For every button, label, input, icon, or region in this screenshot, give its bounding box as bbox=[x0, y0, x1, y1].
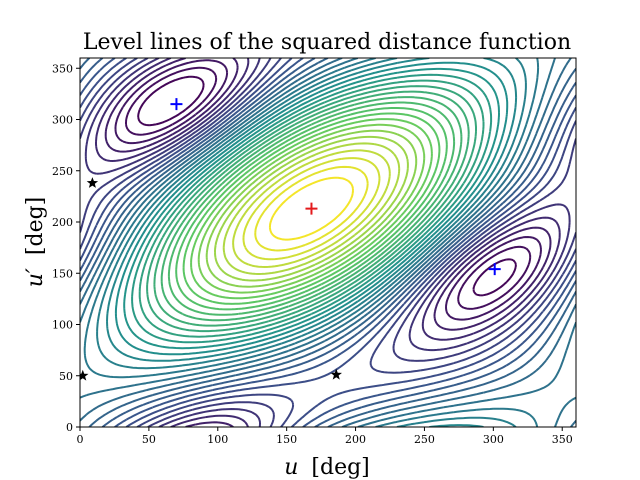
contour-level-34 bbox=[242, 157, 381, 261]
x-axis-unit: [deg] bbox=[311, 455, 369, 480]
contour-level-36 bbox=[268, 176, 354, 241]
y-axis-variable: u′ bbox=[23, 268, 48, 287]
x-axis-variable: u bbox=[284, 455, 298, 480]
y-tick-label: 300 bbox=[52, 114, 73, 127]
y-tick-label: 250 bbox=[52, 165, 73, 178]
critical-point-markers bbox=[80, 98, 501, 381]
x-tick-label: 150 bbox=[276, 433, 297, 446]
contour-level-30 bbox=[205, 129, 418, 288]
x-tick-label: 250 bbox=[414, 433, 435, 446]
contour-level-22 bbox=[146, 85, 477, 333]
contour-level-23 bbox=[153, 90, 470, 327]
x-axis-label: u [deg] bbox=[284, 455, 370, 480]
saddle-marker bbox=[80, 369, 89, 381]
y-tick-label: 100 bbox=[52, 319, 73, 332]
contour-level-28 bbox=[190, 118, 433, 300]
contour-level-32 bbox=[222, 142, 401, 275]
contour-level-21 bbox=[138, 79, 485, 338]
contour-level-19 bbox=[123, 67, 500, 350]
maximum-marker bbox=[305, 202, 318, 215]
plot-frame bbox=[79, 57, 577, 428]
y-tick-label: 350 bbox=[52, 62, 73, 75]
contour-level-27 bbox=[182, 112, 441, 305]
contour-level-1 bbox=[137, 75, 517, 297]
y-tick-label: 150 bbox=[52, 267, 73, 280]
contour-level-24 bbox=[160, 96, 463, 322]
y-tick-label: 200 bbox=[52, 216, 73, 229]
saddle-marker bbox=[86, 177, 99, 188]
contour-level-25 bbox=[167, 101, 456, 316]
chart-title: Level lines of the squared distance func… bbox=[83, 30, 571, 55]
contour-level-8 bbox=[80, 58, 576, 427]
x-tick-label: 0 bbox=[77, 433, 84, 446]
y-axis-ticks: 0 50 100 150 200 250 300 350 bbox=[52, 62, 80, 434]
contour-level-33 bbox=[232, 149, 391, 268]
x-tick-label: 200 bbox=[345, 433, 366, 446]
minimum-marker bbox=[488, 263, 501, 276]
y-axis-unit: [deg] bbox=[23, 197, 48, 255]
contour-level-35 bbox=[254, 165, 369, 252]
contour-level-18 bbox=[114, 61, 509, 356]
x-tick-label: 100 bbox=[207, 433, 228, 446]
x-tick-label: 50 bbox=[142, 433, 156, 446]
contour-level-29 bbox=[197, 123, 426, 294]
y-axis-label: u′ [deg] bbox=[23, 197, 48, 288]
contour-level-3 bbox=[114, 59, 542, 321]
contour-level-2 bbox=[125, 66, 532, 310]
contour-lines bbox=[80, 58, 576, 427]
x-axis-ticks: 0 50 100 150 200 250 300 350 bbox=[77, 427, 573, 446]
contour-level-31 bbox=[214, 135, 409, 282]
minimum-marker bbox=[170, 98, 183, 111]
y-tick-label: 50 bbox=[59, 370, 73, 383]
contour-level-26 bbox=[175, 107, 448, 311]
contour-level-20 bbox=[131, 73, 493, 344]
x-tick-label: 300 bbox=[483, 433, 504, 446]
y-tick-label: 0 bbox=[66, 421, 73, 434]
x-tick-label: 350 bbox=[552, 433, 573, 446]
contour-level-10 bbox=[80, 58, 576, 427]
saddle-marker bbox=[330, 368, 342, 380]
contour-level-9 bbox=[80, 58, 576, 427]
